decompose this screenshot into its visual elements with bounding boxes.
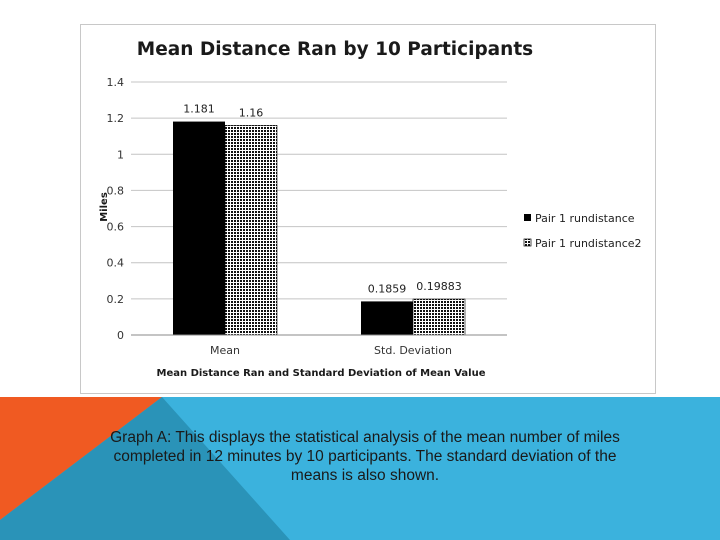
- y-tick-label: 1: [117, 148, 124, 161]
- x-axis-title: Mean Distance Ran and Standard Deviation…: [157, 368, 486, 379]
- bar-chart: Mean Distance Ran by 10 Participants 0 0.…: [99, 39, 642, 379]
- teal-accent: [0, 397, 290, 540]
- bar-1-1: [173, 121, 225, 335]
- x-tick-label: Std. Deviation: [374, 344, 452, 357]
- legend-swatch-series-2: [523, 238, 532, 247]
- legend: Pair 1 rundistance Pair 1 rundistance2: [523, 212, 642, 250]
- data-label: 0.19883: [416, 280, 462, 293]
- x-tick-label: Mean: [210, 344, 240, 357]
- legend-swatch-series-1: [524, 214, 531, 221]
- caption-text: Graph A: This displays the statistical a…: [110, 429, 620, 484]
- y-tick-label: 0.8: [107, 184, 125, 197]
- y-axis-title: Miles: [99, 192, 110, 222]
- y-tick-label: 1.4: [107, 76, 125, 89]
- data-label: 0.1859: [368, 282, 407, 295]
- chart-title: Mean Distance Ran by 10 Participants: [137, 39, 533, 60]
- bar-2-1: [224, 125, 278, 336]
- y-tick-label: 0: [117, 329, 124, 342]
- legend-label-series-2: Pair 1 rundistance2: [535, 237, 642, 250]
- bar-2-2: [412, 298, 466, 336]
- bar-1-2: [361, 301, 413, 335]
- y-tick-label: 0.6: [107, 221, 125, 234]
- chart-frame: Mean Distance Ran by 10 Participants 0 0.…: [80, 24, 656, 394]
- y-tick-label: 0.2: [107, 293, 125, 306]
- data-label: 1.16: [239, 106, 264, 119]
- y-tick-label: 0.4: [107, 257, 125, 270]
- legend-label-series-1: Pair 1 rundistance: [535, 212, 635, 225]
- data-label: 1.181: [183, 103, 215, 116]
- y-tick-label: 1.2: [107, 112, 125, 125]
